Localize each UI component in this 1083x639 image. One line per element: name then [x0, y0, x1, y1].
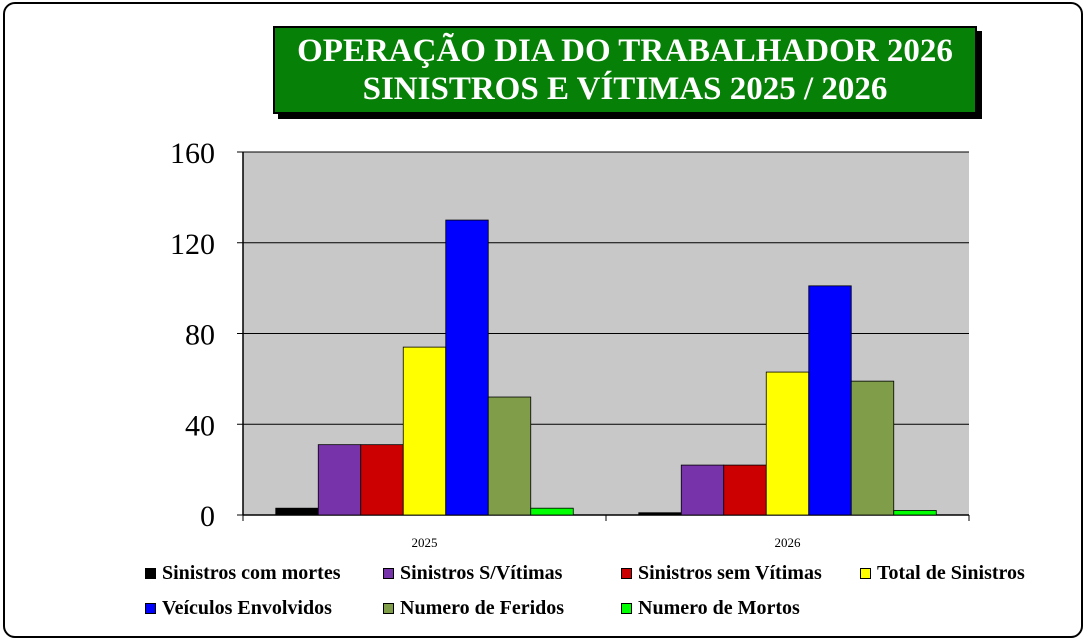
legend-item: Sinistros S/Vítimas	[383, 562, 562, 585]
bar-ve-culos-envolvidos-2026	[808, 285, 852, 516]
bar-sinistros-sem-v-timas-2026	[723, 464, 767, 516]
legend-item: Sinistros sem Vítimas	[621, 562, 822, 585]
legend-item: Numero de Feridos	[383, 597, 564, 620]
legend-item: Sinistros com mortes	[145, 562, 341, 585]
legend-swatch	[621, 568, 632, 579]
bar-sinistros-com-mortes-2026	[638, 512, 682, 516]
x-tick-label: 2025	[412, 535, 438, 550]
legend-label: Numero de Mortos	[638, 597, 800, 619]
legend-swatch	[383, 568, 394, 579]
y-tick-label: 0	[200, 500, 215, 533]
legend-label: Sinistros sem Vítimas	[638, 562, 822, 584]
bar-numero-de-feridos-2026	[850, 380, 895, 516]
y-tick-label: 120	[170, 228, 215, 261]
bar-numero-de-feridos-2025	[487, 396, 532, 516]
chart-title-banner: OPERAÇÃO DIA DO TRABALHADOR 2026 SINISTR…	[273, 26, 977, 114]
legend-label: Sinistros S/Vítimas	[400, 562, 563, 584]
legend-swatch	[383, 603, 394, 614]
legend-label: Numero de Feridos	[400, 597, 565, 619]
bar-sinistros-sem-v-timas-2025	[360, 444, 404, 516]
bar-total-de-sinistros-2025	[402, 346, 447, 516]
legend-swatch	[860, 568, 871, 579]
y-tick-label: 160	[170, 137, 215, 170]
chart-title-line1: OPERAÇÃO DIA DO TRABALHADOR 2026	[297, 33, 953, 69]
bar-total-de-sinistros-2026	[765, 371, 810, 516]
legend-item: Total de Sinistros	[860, 562, 1025, 585]
bar-sinistros-com-mortes-2025	[275, 507, 319, 516]
legend-label: Total de Sinistros	[877, 562, 1025, 584]
bar-sinistros-s-v-timas-2026	[680, 464, 725, 516]
bar-numero-de-mortos-2026	[893, 510, 937, 516]
bar-sinistros-s-v-timas-2025	[317, 444, 362, 516]
legend-swatch	[145, 603, 156, 614]
legend-swatch	[621, 603, 632, 614]
x-tick-label: 2026	[775, 535, 802, 550]
chart-title-line2: SINISTROS E VÍTIMAS 2025 / 2026	[362, 71, 888, 107]
bar-ve-culos-envolvidos-2025	[445, 219, 489, 516]
legend-label: Veículos Envolvidos	[162, 597, 332, 619]
legend-item: Veículos Envolvidos	[145, 597, 332, 620]
legend-label: Sinistros com mortes	[162, 562, 341, 584]
bar-numero-de-mortos-2025	[530, 507, 574, 516]
legend-swatch	[145, 568, 156, 579]
y-tick-label: 80	[185, 319, 215, 352]
y-tick-label: 40	[185, 409, 215, 442]
legend-item: Numero de Mortos	[621, 597, 800, 620]
